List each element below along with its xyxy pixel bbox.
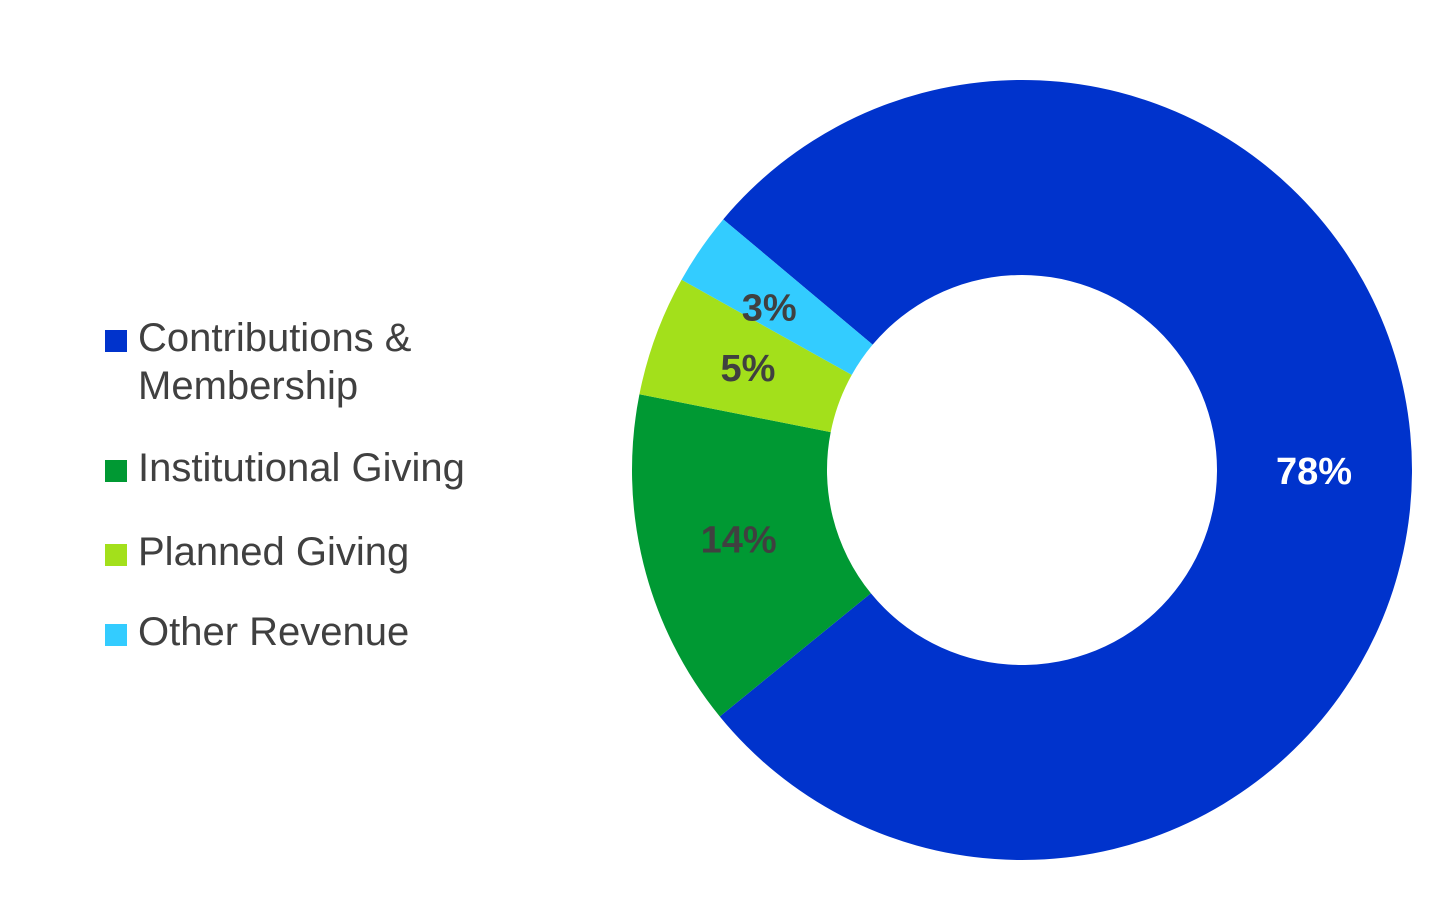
donut-slice-4 — [681, 219, 873, 375]
legend-swatch — [105, 544, 127, 566]
legend-label: Institutional Giving — [138, 446, 465, 490]
data-label-3: 5% — [720, 348, 775, 390]
legend-label: Contributions & Membership — [138, 316, 412, 408]
legend-swatch — [105, 330, 127, 352]
legend-swatch — [105, 624, 127, 646]
legend-label: Other Revenue — [138, 610, 410, 654]
legend-item-other: Other Revenue — [105, 608, 525, 656]
data-label-2: 14% — [701, 520, 777, 562]
legend-swatch — [105, 460, 127, 482]
data-label-1: 78% — [1276, 451, 1352, 493]
legend-item-institutional: Institutional Giving — [105, 444, 525, 492]
legend-item-contributions: Contributions & Membership — [105, 314, 525, 410]
data-label-4: 3% — [742, 287, 797, 329]
legend-label: Planned Giving — [138, 530, 410, 574]
donut-slice-3 — [639, 279, 852, 433]
legend-item-planned: Planned Giving — [105, 528, 525, 576]
donut-slice-1 — [719, 79, 1413, 861]
donut-slice-2 — [631, 394, 871, 717]
